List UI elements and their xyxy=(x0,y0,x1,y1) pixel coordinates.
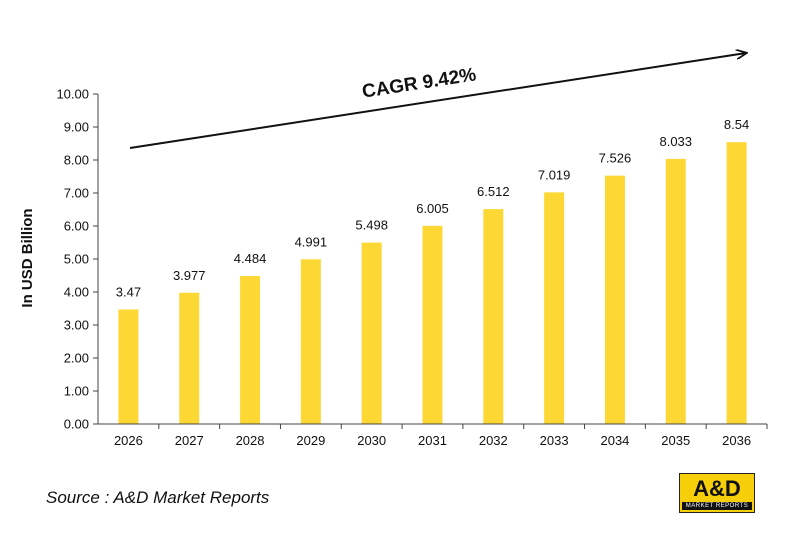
x-tick-label-2032: 2032 xyxy=(479,433,508,448)
data-label-2031: 6.005 xyxy=(416,201,449,216)
logo-tagline: MARKET REPORTS xyxy=(682,502,752,510)
data-label-2033: 7.019 xyxy=(538,167,571,182)
bar-2026 xyxy=(118,309,139,424)
y-axis-label: In USD Billion xyxy=(19,208,36,307)
x-tick-label-2026: 2026 xyxy=(114,433,143,448)
bar-2033 xyxy=(544,192,565,424)
bar-2035 xyxy=(665,158,686,424)
data-label-2034: 7.526 xyxy=(599,151,632,166)
cagr-trend-arrow xyxy=(129,53,746,149)
data-label-2032: 6.512 xyxy=(477,184,510,199)
y-tick-label: 0.00 xyxy=(64,417,89,432)
bar-2030 xyxy=(361,242,382,424)
bar-2031 xyxy=(422,225,443,424)
x-tick-label-2034: 2034 xyxy=(600,433,629,448)
data-label-2029: 4.991 xyxy=(295,234,328,249)
y-tick-label: 9.00 xyxy=(64,120,89,135)
y-tick-label: 1.00 xyxy=(64,384,89,399)
bar-2029 xyxy=(300,259,321,424)
y-tick-label: 2.00 xyxy=(64,351,89,366)
y-tick-label: 3.00 xyxy=(64,318,89,333)
x-tick-label-2028: 2028 xyxy=(236,433,265,448)
y-tick-label: 10.00 xyxy=(56,87,89,102)
logo-mark: A&D xyxy=(693,476,741,501)
x-tick-label-2033: 2033 xyxy=(540,433,569,448)
x-tick-label-2030: 2030 xyxy=(357,433,386,448)
x-tick-label-2036: 2036 xyxy=(722,433,751,448)
bar-2036 xyxy=(726,142,747,424)
source-note: Source : A&D Market Reports xyxy=(46,488,270,507)
x-tick-label-2029: 2029 xyxy=(296,433,325,448)
data-label-2035: 8.033 xyxy=(659,134,692,149)
bar-2034 xyxy=(604,175,625,424)
data-label-2026: 3.47 xyxy=(116,284,141,299)
data-label-2036: 8.54 xyxy=(724,117,749,132)
y-tick-label: 5.00 xyxy=(64,252,89,267)
x-tick-label-2027: 2027 xyxy=(175,433,204,448)
y-tick-label: 4.00 xyxy=(64,285,89,300)
bar-2032 xyxy=(483,209,504,424)
y-tick-label: 6.00 xyxy=(64,219,89,234)
x-tick-label-2035: 2035 xyxy=(661,433,690,448)
bar-2028 xyxy=(240,276,261,424)
y-tick-label: 8.00 xyxy=(64,153,89,168)
y-tick-label: 7.00 xyxy=(64,186,89,201)
bar-2027 xyxy=(179,292,200,424)
data-label-2030: 5.498 xyxy=(355,218,388,233)
x-tick-label-2031: 2031 xyxy=(418,433,447,448)
brand-logo: A&D MARKET REPORTS xyxy=(679,473,755,513)
data-label-2028: 4.484 xyxy=(234,251,267,266)
data-label-2027: 3.977 xyxy=(173,268,206,283)
